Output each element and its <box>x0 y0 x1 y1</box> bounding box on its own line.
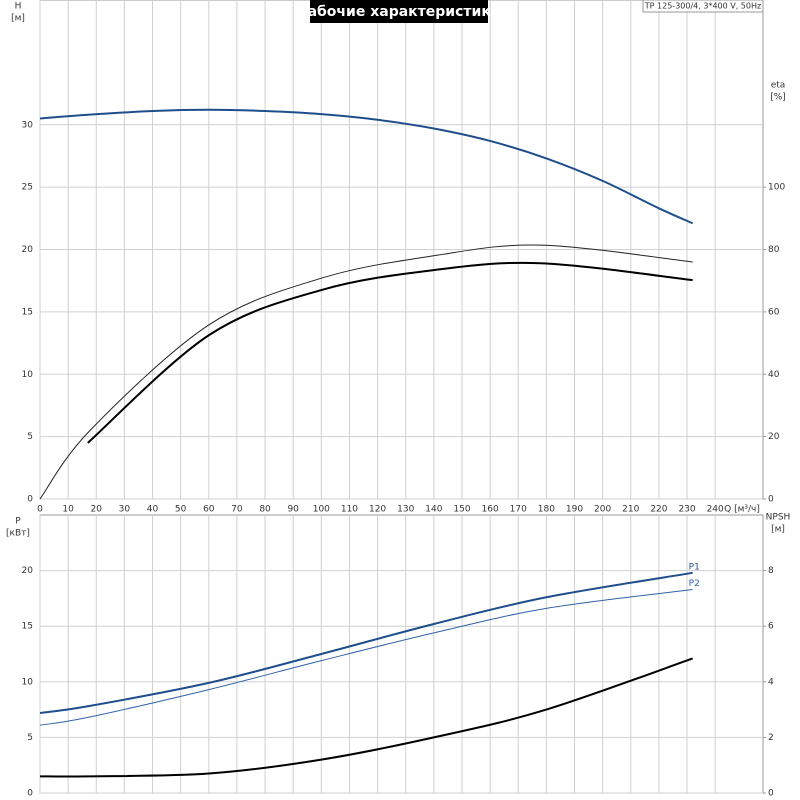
x-tick-label: 60 <box>203 505 215 515</box>
x-tick-label: 40 <box>147 505 159 515</box>
x-tick-label: 150 <box>453 505 470 515</box>
y-tick-label: 10 <box>22 677 34 687</box>
curve <box>39 108 694 225</box>
y2-tick-label: 60 <box>768 307 780 317</box>
x-axis-label: Q [м³/ч] <box>724 505 760 515</box>
note: TP 125-300/4, 3*400 V, 50Hz <box>644 2 761 11</box>
y-tick-label: 0 <box>27 495 33 505</box>
x-tick-label: 110 <box>341 505 358 515</box>
x-tick-label: 190 <box>566 505 583 515</box>
note-box <box>642 0 764 13</box>
x-tick-label: 50 <box>175 505 187 515</box>
y-tick-label: 0 <box>27 789 33 799</box>
y-axis-label: [кВт] <box>6 529 30 539</box>
y-tick-label: 25 <box>22 183 33 193</box>
y-tick-label: 20 <box>22 566 34 576</box>
y2-tick-label: 0 <box>768 495 774 505</box>
y-tick-label: 15 <box>22 622 33 632</box>
series-label: P1 <box>689 562 700 572</box>
y-axis-label: [м] <box>11 14 25 24</box>
y-tick-label: 20 <box>22 245 34 255</box>
y2-tick-label: 2 <box>768 733 774 743</box>
y-tick-label: 5 <box>27 733 33 743</box>
y2-axis-label: [м] <box>771 525 785 535</box>
y-tick-label: 15 <box>22 307 33 317</box>
title-box <box>310 0 488 23</box>
x-tick-label: 90 <box>287 505 299 515</box>
x-tick-label: 30 <box>119 505 131 515</box>
y-axis-label: P <box>15 517 21 527</box>
y-tick-label: 30 <box>22 120 34 130</box>
y-tick-label: 5 <box>27 432 33 442</box>
x-tick-label: 240 <box>707 505 724 515</box>
y2-tick-label: 40 <box>768 370 780 380</box>
x-tick-label: 170 <box>510 505 527 515</box>
y2-tick-label: 6 <box>768 622 774 632</box>
y2-axis-label: eta <box>771 81 786 91</box>
y2-tick-label: 8 <box>768 566 774 576</box>
curve <box>39 589 693 726</box>
curve <box>87 261 693 444</box>
curve <box>39 571 693 714</box>
x-tick-label: 120 <box>369 505 386 515</box>
x-tick-label: 20 <box>91 505 103 515</box>
series-label: P2 <box>689 579 700 589</box>
chart-title: Рабочие характеристики <box>297 4 500 20</box>
y2-tick-label: 4 <box>768 677 774 687</box>
x-tick-label: 0 <box>37 505 43 515</box>
x-tick-label: 160 <box>482 505 499 515</box>
x-tick-label: 70 <box>231 505 243 515</box>
x-tick-label: 140 <box>425 505 442 515</box>
x-tick-label: 180 <box>538 505 555 515</box>
y2-tick-label: 20 <box>768 432 780 442</box>
x-tick-label: 220 <box>650 505 667 515</box>
curve <box>39 244 693 500</box>
y2-axis-label: NPSH <box>766 513 791 523</box>
curve <box>39 657 693 778</box>
y2-tick-label: 100 <box>768 183 785 193</box>
x-tick-label: 100 <box>313 505 330 515</box>
y2-tick-label: 0 <box>768 789 774 799</box>
y2-axis-label: [%] <box>770 93 786 103</box>
x-tick-label: 230 <box>678 505 695 515</box>
x-tick-label: 80 <box>259 505 271 515</box>
x-tick-label: 130 <box>397 505 414 515</box>
x-tick-label: 200 <box>594 505 611 515</box>
y-axis-label: H <box>15 2 22 12</box>
y-tick-label: 10 <box>22 370 34 380</box>
x-tick-label: 10 <box>62 505 74 515</box>
y2-tick-label: 80 <box>768 245 780 255</box>
x-tick-label: 210 <box>622 505 639 515</box>
